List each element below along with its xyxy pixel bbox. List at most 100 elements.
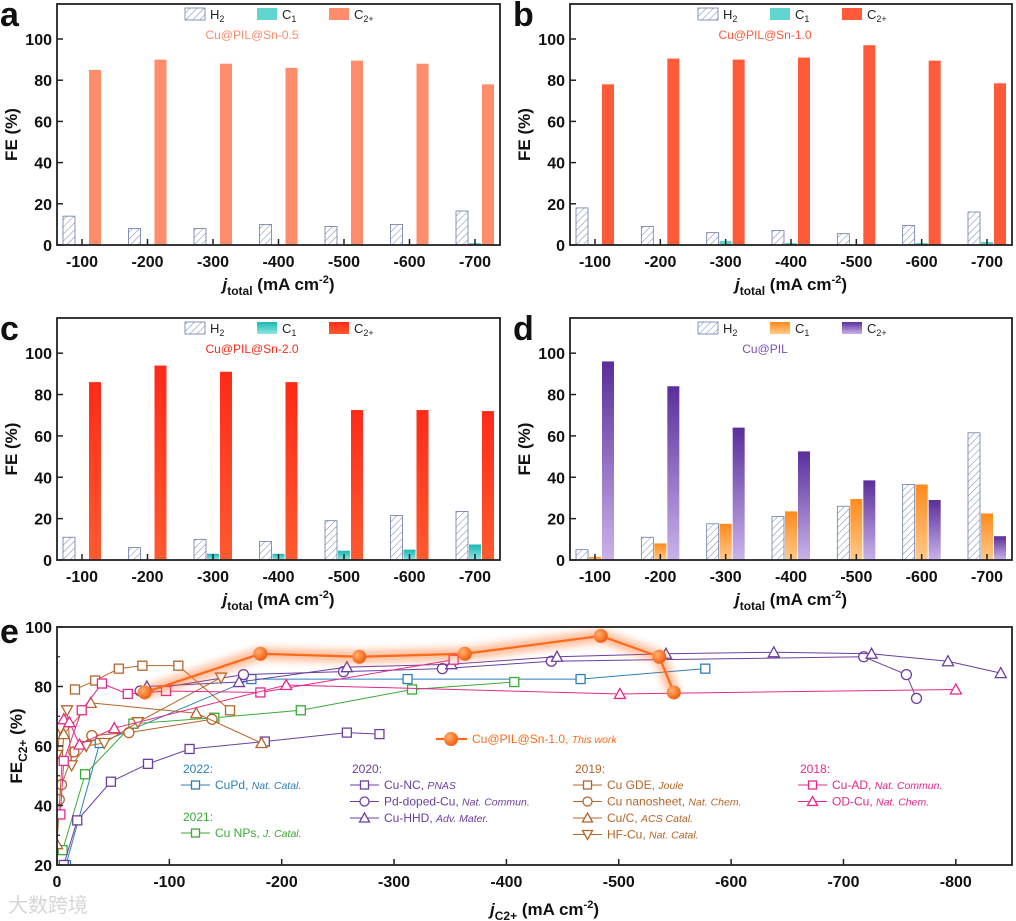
series-cunanosheet-point <box>86 729 98 742</box>
x-label-main: j <box>488 900 496 919</box>
bar-h2 <box>967 211 981 246</box>
y-tick-label: 80 <box>34 680 52 697</box>
x-tick-label: -400 <box>490 874 522 891</box>
bar-h2 <box>62 215 76 246</box>
panel-letter: a <box>0 0 20 34</box>
legend-label-sub: 1 <box>291 328 296 338</box>
legend-label: Cu-AD, Nat. Commun. <box>832 778 942 792</box>
legend-label: Cu GDE, Joule <box>607 778 684 792</box>
legend-label-main: C <box>867 7 876 22</box>
legend-swatch <box>257 8 277 20</box>
y-tick-label: 40 <box>547 156 565 173</box>
series-cu-hhd-line <box>146 651 1001 687</box>
series-cu-ad-line <box>59 659 454 815</box>
legend-swatch <box>770 8 790 20</box>
legend-label: H2 <box>723 321 737 338</box>
legend-name: HF-Cu, <box>607 828 649 842</box>
bar-h2 <box>640 226 654 246</box>
panel-title: Cu@PIL@Sn-0.5 <box>205 28 298 42</box>
y-tick-label: 80 <box>34 73 52 90</box>
legend-name: Cu@PIL@Sn-1.0, <box>472 732 572 746</box>
bar-h2 <box>706 232 720 246</box>
x-tick-label: -300 <box>378 874 410 891</box>
bar-c2plus <box>154 59 167 245</box>
bar-c2plus <box>732 59 745 245</box>
y-tick-label: 80 <box>547 388 565 405</box>
series-hf-cu-point <box>214 672 228 685</box>
legend-year: 2018: <box>800 762 830 776</box>
y-tick-label: 40 <box>34 156 52 173</box>
legend-swatch <box>842 322 862 334</box>
legend-journal: Nat. Catal. <box>252 780 302 792</box>
legend-label-sub: 2+ <box>363 14 373 24</box>
bar-c2plus <box>863 480 876 560</box>
legend-label-sub: 1 <box>804 14 809 24</box>
x-tick-label: -200 <box>266 874 298 891</box>
series-cu-hhd-point <box>767 645 781 658</box>
legend-marker <box>359 796 370 807</box>
bar-h2 <box>324 226 338 246</box>
series-cupd-point <box>402 673 413 685</box>
x-tick-label: -500 <box>603 874 635 891</box>
bar-h2 <box>836 233 850 246</box>
bar-c2plus <box>351 410 363 560</box>
y-tick-label: 100 <box>538 32 565 49</box>
panel-letter: b <box>513 0 534 34</box>
legend-label-sub: 2 <box>732 14 737 24</box>
bar-h2 <box>324 520 338 561</box>
legend-name: Cu/C, <box>607 811 641 825</box>
series-cu-nc-point <box>341 727 353 738</box>
series-cu-nc-line <box>63 732 380 865</box>
x-tick-label: -700 <box>459 569 491 586</box>
series-cu-nc-point <box>142 758 154 769</box>
bar-c2plus <box>154 365 167 560</box>
x-label-unit: (mA cm <box>765 590 831 609</box>
legend-name: Cu-NC, <box>384 778 427 792</box>
legend-year: 2021: <box>183 810 213 824</box>
bar-h2 <box>967 432 981 561</box>
y-tick-label: 60 <box>34 739 52 756</box>
x-tick-label: -200 <box>131 254 163 271</box>
x-tick-label: -400 <box>262 254 294 271</box>
legend-marker <box>806 795 819 807</box>
y-label-main: FE <box>7 762 26 784</box>
series-cu-hhd-point <box>550 649 564 662</box>
x-label-main: j <box>221 275 229 294</box>
legend-journal: Nat. Commun. <box>462 797 530 809</box>
legend-label-main: C <box>354 321 363 336</box>
bar-c1 <box>785 511 797 560</box>
series-cupd-line <box>65 668 706 865</box>
series-cunps-point <box>79 769 91 780</box>
x-tick-label: -700 <box>971 569 1003 586</box>
legend-marker <box>582 780 593 790</box>
x-tick-label: -600 <box>906 569 938 586</box>
legend-swatch <box>329 8 349 20</box>
bar-h2 <box>455 510 469 561</box>
legend-year: 2020: <box>352 762 382 776</box>
x-tick-label: -500 <box>328 569 360 586</box>
legend-label: C1 <box>282 7 296 24</box>
bar-c2plus <box>602 361 614 560</box>
bar-c2plus <box>416 410 429 560</box>
panel-b: 0 20 40 60 80 100 -100 -200 -300 -400 -500 -600 -700… <box>513 0 1013 298</box>
series-cu-nc-point <box>58 859 69 865</box>
y-label-sub: C2+ <box>16 740 30 762</box>
legend-label-main: H <box>723 7 732 22</box>
series-cugde-point <box>113 663 124 674</box>
series-od-cu-point <box>279 678 293 691</box>
x-label-end: ) <box>841 275 847 294</box>
x-tick-label: -400 <box>775 254 807 271</box>
this-work-point <box>652 649 667 664</box>
legend-this-work-marker <box>444 732 458 746</box>
x-axis-label: jtotal (mA cm-2) <box>733 274 847 298</box>
y-label-unit: (%) <box>7 708 26 739</box>
legend-swatch <box>697 321 719 335</box>
bar-c2plus <box>89 69 101 246</box>
bar-c2plus <box>482 84 494 245</box>
legend-label-main: H <box>723 321 732 336</box>
legend-name: Cu GDE, <box>607 778 658 792</box>
x-tick-label: -200 <box>131 569 163 586</box>
bar-h2 <box>259 540 272 561</box>
legend-marker <box>807 780 818 790</box>
bar-c2plus <box>482 411 494 560</box>
